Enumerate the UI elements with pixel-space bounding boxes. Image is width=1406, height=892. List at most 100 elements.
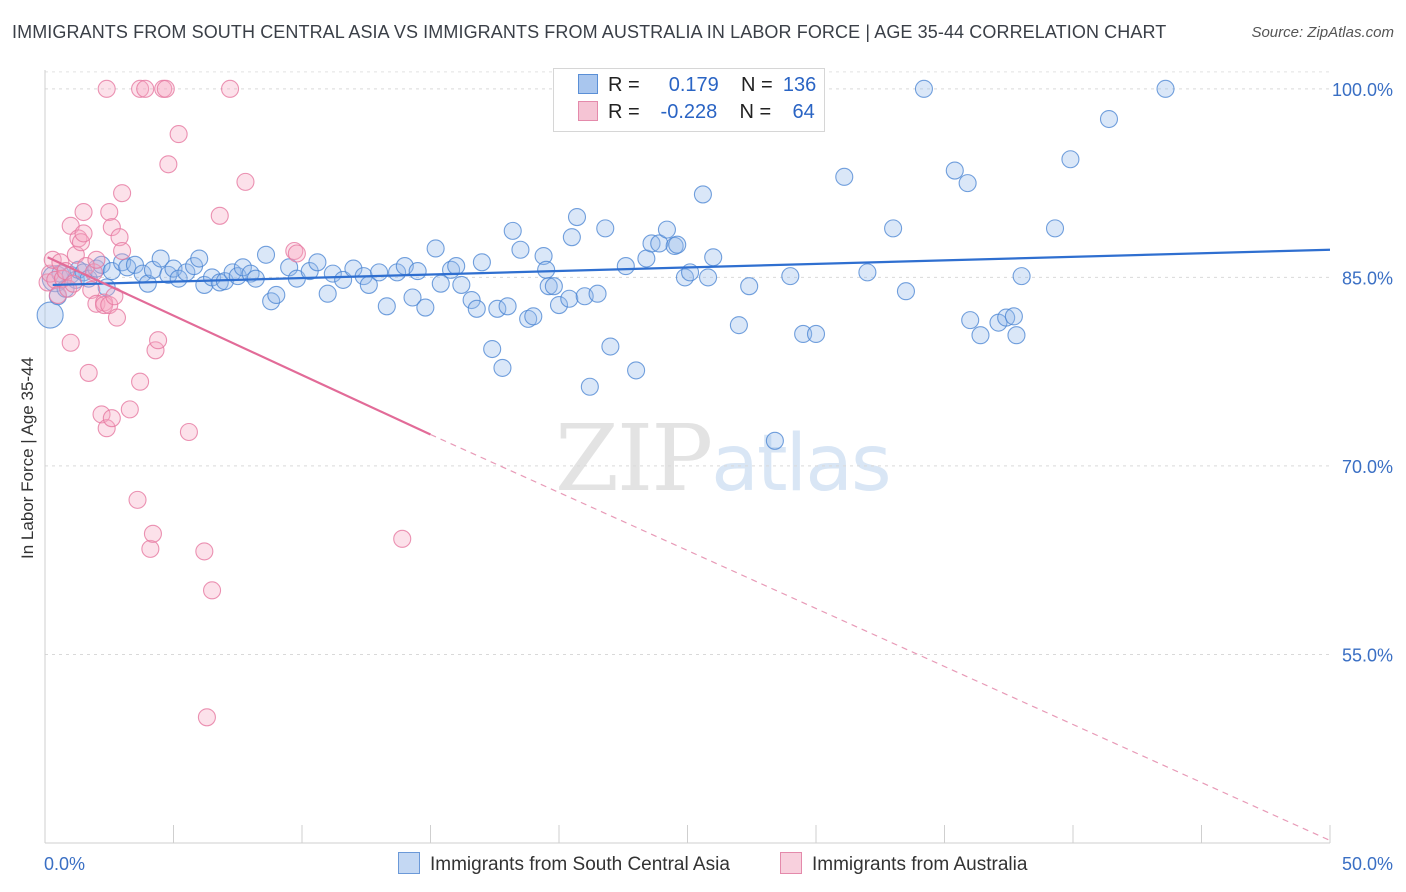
point-south-central-asia (472, 253, 491, 272)
point-australia (74, 202, 93, 222)
point-south-central-asia (884, 219, 903, 238)
point-south-central-asia (452, 275, 471, 294)
point-south-central-asia (447, 257, 466, 276)
point-south-central-asia (1007, 326, 1026, 345)
point-south-central-asia (704, 248, 723, 267)
point-south-central-asia (190, 249, 209, 268)
point-south-central-asia (693, 185, 712, 204)
trend-line-australia (47, 256, 431, 436)
point-australia (74, 224, 93, 243)
point-south-central-asia (462, 290, 481, 310)
pink-swatch-icon (578, 101, 598, 121)
point-south-central-asia (914, 79, 933, 98)
watermark-atlas: atlas (711, 419, 891, 509)
point-south-central-asia (1099, 109, 1119, 129)
bottom-legend-blue: Immigrants from South Central Asia (398, 852, 730, 876)
chart-title: IMMIGRANTS FROM SOUTH CENTRAL ASIA VS IM… (12, 22, 1167, 42)
point-south-central-asia (534, 246, 553, 266)
point-south-central-asia (740, 277, 759, 296)
point-south-central-asia (627, 361, 646, 380)
point-australia (197, 708, 216, 727)
legend-r-value: 0.179 (668, 74, 719, 96)
point-south-central-asia (318, 284, 337, 303)
point-south-central-asia (675, 268, 694, 287)
point-australia (236, 172, 255, 191)
point-australia (131, 79, 150, 98)
point-australia (61, 333, 80, 352)
point-south-central-asia (151, 249, 170, 268)
point-south-central-asia (92, 255, 111, 274)
point-south-central-asia (308, 253, 327, 272)
blue-swatch-icon (578, 74, 598, 94)
point-australia (110, 228, 129, 247)
point-south-central-asia (408, 262, 427, 281)
trend-line-south-central-asia (52, 248, 1331, 287)
point-australia (102, 409, 121, 428)
y-tick-label: 55.0% (1342, 645, 1393, 665)
point-south-central-asia (835, 167, 854, 186)
trend-extension-australia (430, 433, 1331, 842)
y-tick-label: 100.0% (1332, 80, 1393, 100)
y-tick-label: 70.0% (1342, 457, 1393, 477)
point-south-central-asia (1045, 219, 1065, 238)
point-australia (107, 308, 127, 327)
point-south-central-asia (267, 285, 286, 305)
point-south-central-asia (416, 298, 435, 317)
point-south-central-asia (241, 264, 260, 283)
point-australia (82, 280, 101, 300)
point-south-central-asia (498, 297, 517, 316)
stats-legend: R = 0.179 N = 136 R = -0.228 N = 64 (553, 68, 825, 132)
point-south-central-asia (596, 219, 615, 238)
point-south-central-asia (896, 282, 916, 301)
point-australia (136, 79, 155, 98)
point-australia (159, 155, 178, 174)
point-australia (97, 419, 116, 438)
point-south-central-asia (256, 245, 276, 264)
point-australia (128, 490, 147, 509)
watermark-zip: ZIP (555, 405, 713, 512)
point-south-central-asia (503, 221, 522, 240)
bottom-legend-label: Immigrants from Australia (812, 854, 1028, 875)
point-australia (102, 218, 121, 237)
point-australia (285, 241, 304, 261)
point-south-central-asia (539, 277, 558, 296)
point-south-central-asia (493, 358, 512, 377)
point-australia (113, 241, 132, 261)
source-credit: Source: ZipAtlas.com (1251, 24, 1394, 41)
point-south-central-asia (997, 308, 1016, 327)
point-south-central-asia (467, 299, 486, 318)
point-south-central-asia (580, 377, 599, 396)
point-australia (131, 372, 150, 391)
point-south-central-asia (971, 326, 990, 345)
point-south-central-asia (370, 263, 389, 282)
point-south-central-asia (1004, 307, 1023, 326)
point-australia (87, 250, 106, 269)
point-south-central-asia (858, 263, 877, 282)
point-south-central-asia (794, 324, 813, 344)
point-australia (87, 294, 106, 313)
point-south-central-asia (642, 234, 661, 253)
y-axis-label: In Labor Force | Age 35-44 (18, 357, 37, 559)
point-australia (92, 405, 111, 424)
point-south-central-asia (1012, 267, 1031, 286)
point-south-central-asia (36, 301, 64, 329)
point-australia (156, 79, 175, 98)
point-australia (179, 422, 198, 442)
point-south-central-asia (426, 239, 445, 258)
point-australia (48, 285, 67, 305)
point-south-central-asia (549, 295, 569, 315)
point-south-central-asia (637, 249, 656, 268)
point-south-central-asia (537, 260, 556, 279)
blue-swatch-icon (398, 852, 420, 874)
point-south-central-asia (729, 316, 748, 335)
point-australia (113, 184, 132, 203)
bottom-legend-pink: Immigrants from Australia (780, 852, 1027, 876)
point-south-central-asia (524, 307, 543, 326)
point-south-central-asia (511, 240, 530, 259)
point-south-central-asia (806, 324, 826, 344)
point-south-central-asia (958, 174, 977, 193)
point-south-central-asia (601, 337, 620, 356)
point-south-central-asia (668, 235, 687, 254)
point-south-central-asia (616, 257, 635, 276)
